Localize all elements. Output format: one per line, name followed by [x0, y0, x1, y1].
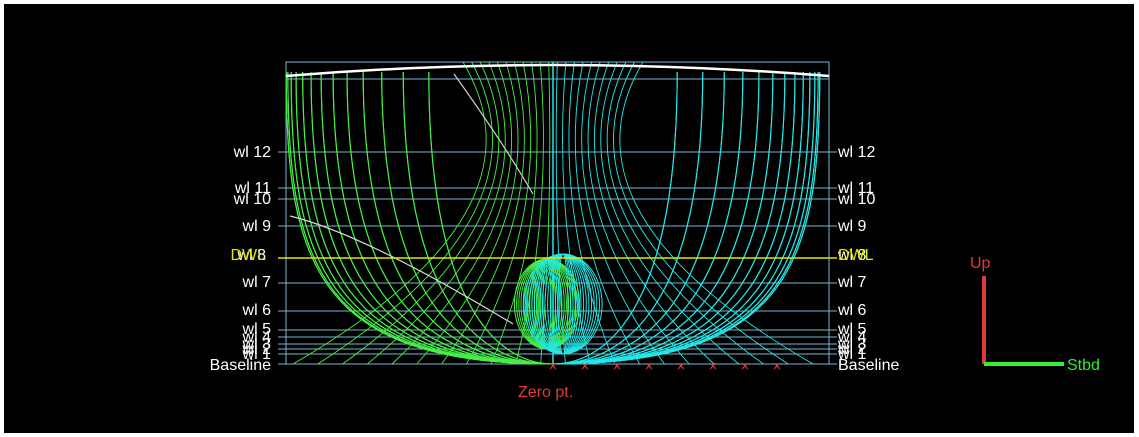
wl-4-left-label: wl 4 — [242, 329, 272, 346]
starboard-station-line — [552, 71, 744, 365]
diagonal-line — [317, 61, 493, 365]
diagonal-line — [416, 61, 519, 365]
stbd-axis-label: Stbd — [1067, 357, 1100, 374]
diagonal-line — [568, 61, 616, 365]
diagonal-line — [581, 61, 665, 365]
hull-body-plan-drawing[interactable]: wl 12 wl 11 wl 10 wl 9 wl 8 DWL wl 7 wl … — [4, 4, 1134, 433]
port-station-line — [302, 71, 554, 365]
deck-curve — [285, 63, 830, 78]
wl-12-right-label: wl 12 — [837, 144, 875, 161]
wl-12-left-label: wl 12 — [233, 144, 271, 161]
starboard-station-line — [552, 71, 786, 365]
port-station-line — [428, 71, 554, 365]
diagonal-line — [587, 61, 690, 365]
diagonal-line — [593, 61, 715, 365]
up-axis-label: Up — [970, 255, 991, 272]
zero-marker-tick — [741, 362, 749, 370]
wl-1-right-label: wl 1 — [837, 346, 867, 363]
bulb-line — [523, 253, 603, 355]
baseline-right-label: Baseline — [838, 357, 899, 374]
zero-marker-tick — [549, 362, 557, 370]
baseline-left-label: Baseline — [210, 357, 271, 374]
diagonal-line — [465, 61, 532, 365]
zero-marker-tick — [709, 362, 717, 370]
port-station-line — [346, 71, 554, 365]
starboard-station-line — [552, 71, 804, 365]
wl-11-left-label: wl 11 — [234, 180, 271, 197]
wl-1-left-label: wl 1 — [242, 346, 272, 363]
wl-3-right-label: wl 3 — [837, 336, 867, 353]
hull-outline — [285, 63, 830, 325]
wl-9-left-label: wl 9 — [242, 218, 272, 235]
zero-marker-tick — [645, 362, 653, 370]
port-station-line — [302, 71, 554, 365]
starboard-station-line — [552, 71, 760, 365]
transom-curve — [289, 215, 514, 325]
wl-7-left-label: wl 7 — [242, 274, 272, 291]
diagonal-line — [600, 61, 739, 365]
diagonal-line — [574, 61, 641, 365]
wl-5-left-label: wl 5 — [242, 321, 272, 338]
diagonal-line — [619, 61, 814, 365]
wl-9-right-label: wl 9 — [837, 218, 867, 235]
starboard-station-line — [552, 71, 744, 365]
waterline-labels: wl 12 wl 11 wl 10 wl 9 wl 8 DWL wl 7 wl … — [210, 144, 900, 374]
wl-6-right-label: wl 6 — [837, 302, 867, 319]
starboard-station-line — [552, 71, 796, 365]
port-station-line — [320, 71, 554, 365]
zero-marker-tick — [581, 362, 589, 370]
zero-point-label: Zero pt. — [518, 384, 573, 401]
port-station-line — [332, 71, 554, 365]
wl-2-right-label: wl 2 — [837, 341, 867, 358]
wl-7-right-label: wl 7 — [837, 274, 867, 291]
zero-marker-tick — [613, 362, 621, 370]
port-station-lines — [285, 61, 581, 365]
dwl-left-label: DWL — [230, 247, 266, 264]
diagonal-line — [555, 61, 566, 365]
diagonal-line — [490, 61, 538, 365]
port-station-line — [287, 71, 554, 365]
port-station-line — [310, 71, 554, 365]
port-station-line — [346, 71, 554, 365]
diagonal-line — [292, 61, 487, 365]
diagonal-line — [441, 61, 525, 365]
starboard-station-lines — [523, 61, 821, 365]
port-station-line — [402, 71, 554, 365]
wl-10-right-label: wl 10 — [837, 191, 875, 208]
wl-2-left-label: wl 2 — [242, 341, 272, 358]
diagonal-line — [342, 61, 500, 365]
wl-8-left-label: wl 8 — [237, 247, 267, 264]
port-station-line — [287, 71, 554, 365]
port-station-line — [290, 71, 554, 365]
dwl-right-label: DWL — [838, 247, 874, 264]
wl-3-left-label: wl 3 — [242, 336, 272, 353]
diagonal-line — [613, 61, 789, 365]
port-station-line — [290, 71, 554, 365]
wl-5-right-label: wl 5 — [837, 321, 867, 338]
zero-marker-tick — [773, 362, 781, 370]
wl-8-right-label: wl 8 — [837, 247, 867, 264]
port-station-line — [362, 71, 554, 365]
zero-marker-tick — [677, 362, 685, 370]
wl-11-right-label: wl 11 — [837, 180, 874, 197]
wl-10-left-label: wl 10 — [233, 191, 271, 208]
zero-point-marker: Zero pt. — [518, 362, 781, 401]
diagonal-line — [606, 61, 764, 365]
starboard-station-line — [552, 71, 704, 365]
diagonal-line — [515, 61, 544, 365]
starboard-station-line — [552, 71, 774, 365]
orientation-axes: Up Stbd — [970, 255, 1100, 374]
port-station-line — [332, 71, 554, 365]
starboard-station-line — [552, 71, 760, 365]
body-plan-viewport[interactable]: wl 12 wl 11 wl 10 wl 9 wl 8 DWL wl 7 wl … — [4, 4, 1134, 433]
starboard-station-line — [552, 71, 774, 365]
stem-curve — [453, 73, 534, 195]
diagonal-line — [367, 61, 506, 365]
starboard-station-line — [552, 71, 678, 365]
wl-4-right-label: wl 4 — [837, 329, 867, 346]
wl-6-left-label: wl 6 — [242, 302, 272, 319]
diagonal-line — [391, 61, 513, 365]
